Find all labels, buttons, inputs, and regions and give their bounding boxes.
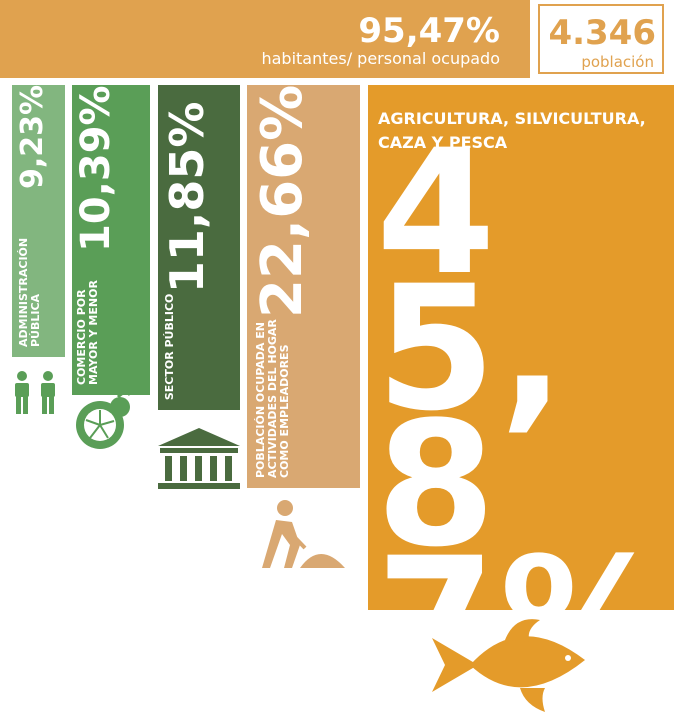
ratio: 95,47% [358,11,500,51]
people-icon [15,371,55,414]
sector-label: AGRICULTURA, SILVICULTURA, CAZA Y PESCA [378,109,646,152]
sector-bar: POBLACIÓN OCUPADA EN ACTIVIDADES DEL HOG… [247,85,360,488]
sector-bar: COMERCIO POR MAYOR Y MENOR 10,39% [72,85,150,395]
worker-icon [262,500,345,568]
sector-bar: ADMINISTRACIÓN PÚBLICA 9,23% [12,85,65,357]
population-box: 4.346 población [538,4,664,74]
lime-icon [76,390,132,449]
sector-bar: SECTOR PÚBLICO 11,85% [158,85,240,410]
header-bar: 95,47% habitantes/ personal ocupado [0,0,530,78]
population-label: población [581,53,654,71]
ratio-label: habitantes/ personal ocupado [261,49,500,68]
fish-icon [432,619,585,712]
sector-bar: AGRICULTURA, SILVICULTURA, CAZA Y PESCA … [368,85,674,707]
building-icon [158,428,240,489]
population: 4.346 [548,13,656,53]
